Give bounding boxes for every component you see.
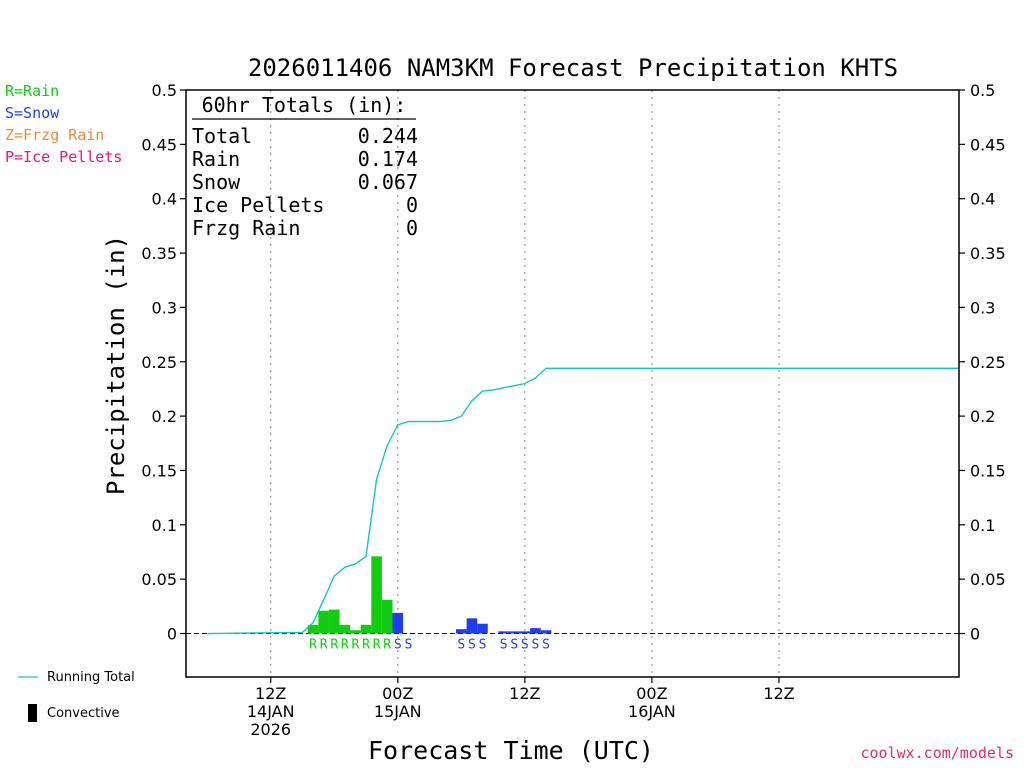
y-tick-label-left-8: 0.4 [152,190,177,209]
precip-bar-5 [360,624,372,634]
precip-bar-14 [508,631,520,634]
y-tick-label-right-5: 0.25 [970,353,1006,372]
axes: 0 00.05 0.050.1 0.10.15 0.150.2 0.20.25 0.250.… [141,81,1005,739]
x-tick-label-1-0: 00Z [382,684,413,703]
totals-row-label-3: Ice Pellets [192,193,324,217]
totals-row-label-2: Snow [192,170,241,194]
type-legend-s: S=Snow [5,104,60,122]
y-tick-label-right-10: 0.5 [970,81,995,100]
y-tick-label-right-8: 0.4 [970,190,995,209]
type-legend-z: Z=Frzg Rain [5,126,105,144]
y-tick-label-right-2: 0.1 [970,516,995,535]
totals-row-value-0: 0.244 [358,124,418,148]
totals-box: 60hr Totals (in): Total 0.244 Rain 0.174 Snow… [192,93,418,240]
y-tick-label-left-0: 0 [167,625,177,644]
precip-bar-15 [519,631,531,634]
precip-type-label-0: R [309,638,317,653]
y-axis-label: Precipitation (in) [102,235,130,495]
precip-bar-16 [530,628,541,634]
precip-type-label-3: R [341,638,349,653]
y-tick-label-right-0: 0 [970,625,980,644]
convective-key-label: Convective [47,706,120,721]
running-total-key-label: Running Total [47,670,135,685]
y-tick-label-left-10: 0.5 [152,81,177,100]
totals-title: 60hr Totals (in): [202,93,407,117]
y-tick-label-right-7: 0.35 [970,244,1006,263]
precip-bar-10 [456,629,467,634]
precip-type-label-13: S [500,638,508,653]
y-tick-label-right-3: 0.15 [970,461,1006,480]
y-tick-label-right-9: 0.45 [970,135,1006,154]
precip-type-label-8: S [394,638,402,653]
y-tick-label-left-9: 0.45 [141,135,177,154]
precip-bar-13 [498,631,509,634]
x-axis-label: Forecast Time (UTC) [368,736,654,765]
plot-frame [185,89,960,678]
precip-type-label-17: S [542,638,550,653]
precip-type-label-4: R [352,638,360,653]
precip-type-label-15: S [521,638,529,653]
precip-type-label-5: R [362,638,370,653]
precip-type-label-14: S [510,638,518,653]
precip-bar-11 [466,618,478,634]
x-tick-label-3-1: 16JAN [628,702,676,721]
y-tick-label-left-6: 0.3 [152,298,177,317]
x-tick-label-4-0: 12Z [763,684,794,703]
y-tick-label-right-6: 0.3 [970,298,995,317]
y-tick-label-left-1: 0.05 [141,570,177,589]
precip-type-label-6: R [373,638,381,653]
totals-row-value-3: 0 [406,193,418,217]
type-legend-p: P=Ice Pellets [5,148,123,166]
x-tick-label-2-0: 12Z [509,684,540,703]
precip-bar-7 [381,599,393,634]
precip-type-label-1: R [320,638,328,653]
y-tick-label-right-1: 0.05 [970,570,1006,589]
precip-bar-1 [318,610,329,634]
source-link[interactable]: coolwx.com/models [860,744,1014,762]
precip-bar-4 [350,630,361,634]
x-tick-label-1-1: 15JAN [374,702,422,721]
x-tick-label-0-0: 12Z [255,684,286,703]
totals-row-value-2: 0.067 [358,170,418,194]
convective-key-swatch [28,704,37,722]
precip-bar-0 [307,624,319,634]
y-tick-label-left-3: 0.15 [141,461,177,480]
precip-type-label-9: S [404,638,412,653]
y-tick-label-left-7: 0.35 [141,244,177,263]
precip-bar-6 [371,556,382,634]
x-tick-label-0-1: 14JAN [247,702,295,721]
running-total-series [207,367,959,635]
precip-type-label-10: S [457,638,465,653]
precip-bar-8 [392,612,404,634]
y-tick-label-left-5: 0.25 [141,353,177,372]
x-tick-label-3-0: 00Z [636,684,667,703]
precip-type-label-11: S [468,638,476,653]
precip-type-label-16: S [532,638,540,653]
precip-type-label-12: S [479,638,487,653]
chart-title: 2026011406 NAM3KM Forecast Precipitation… [248,54,898,82]
precip-bar-2 [328,609,340,634]
y-tick-label-left-4: 0.2 [152,407,177,426]
totals-row-value-1: 0.174 [358,147,418,171]
y-tick-label-right-4: 0.2 [970,407,995,426]
precip-bar-12 [477,623,488,634]
precip-bar-17 [540,630,552,634]
type-legend-r: R=Rain [5,82,60,100]
totals-row-label-0: Total [192,124,252,148]
precip-bar-3 [339,624,351,634]
totals-row-value-4: 0 [406,216,418,240]
totals-row-label-4: Frzg Rain [192,216,300,240]
grid-lines [186,90,959,677]
running-total-line [207,367,959,635]
precip-type-label-2: R [330,638,338,653]
precip-type-label-7: R [383,638,391,653]
x-tick-label-0-2: 2026 [250,720,291,739]
totals-row-label-1: Rain [192,147,240,171]
y-tick-label-left-2: 0.1 [152,516,177,535]
